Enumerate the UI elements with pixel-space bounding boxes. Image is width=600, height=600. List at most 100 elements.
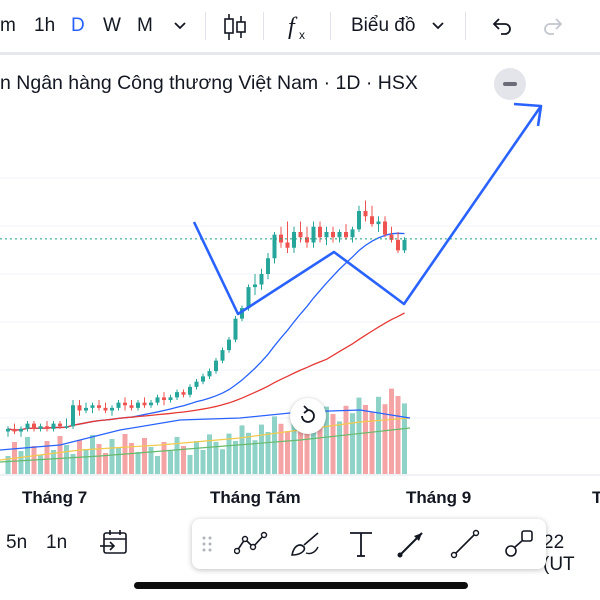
interval-w-button[interactable]: W — [103, 15, 121, 36]
volume-bar — [265, 432, 271, 474]
interval-chevron-down-icon[interactable] — [172, 18, 188, 34]
candle-body — [6, 428, 10, 432]
candle-body — [337, 232, 342, 238]
volume-bar — [83, 449, 89, 474]
go-to-date-icon[interactable] — [98, 528, 130, 558]
candle-body — [25, 423, 30, 429]
interval-1h-button[interactable]: 1h — [34, 15, 56, 36]
undo-icon[interactable] — [490, 14, 514, 38]
volume-bar — [324, 406, 329, 474]
candle-body — [383, 221, 387, 235]
volume-bar — [356, 397, 362, 474]
toolbar-divider — [465, 12, 466, 40]
text-tool-icon[interactable] — [344, 527, 378, 561]
candle-body — [45, 426, 49, 429]
volume-bar — [343, 405, 349, 474]
range-1n-button[interactable]: 1n — [46, 532, 68, 553]
price-chart[interactable] — [0, 100, 600, 480]
top-toolbar: m 1h D W M f x Biểu đồ — [0, 0, 600, 52]
candle-body — [318, 226, 322, 238]
svg-text:f: f — [288, 14, 298, 40]
volume-bar — [25, 437, 30, 474]
candle-body — [227, 339, 231, 351]
volume-bar — [285, 431, 290, 474]
volume-bar — [207, 434, 212, 474]
shapes-tool-icon[interactable] — [502, 527, 536, 561]
volume-bar — [382, 404, 388, 474]
candle-body — [19, 428, 23, 432]
volume-bar — [187, 455, 193, 474]
x-axis-label: Tháng 9 — [406, 488, 472, 507]
reset-chart-button[interactable] — [290, 398, 326, 434]
volume-bar — [330, 414, 336, 474]
volume-bar — [129, 443, 134, 474]
volume-bar — [395, 396, 401, 474]
volume-bar — [246, 432, 251, 474]
pattern-tool-icon[interactable] — [234, 527, 268, 561]
indicators-fx-icon[interactable]: f x — [286, 12, 314, 42]
volume-ma-blue-line — [0, 409, 411, 451]
volume-bar — [304, 430, 310, 474]
volume-bar — [51, 450, 56, 474]
candle-body — [259, 274, 264, 285]
candle-body — [253, 284, 257, 288]
volume-bar — [337, 421, 342, 474]
candle-body — [142, 402, 147, 406]
arrow-tool-icon[interactable] — [394, 527, 428, 561]
volume-bar — [252, 440, 258, 474]
candle-body — [402, 239, 407, 251]
volume-bar — [70, 454, 76, 474]
interval-partial-button[interactable]: m — [0, 15, 16, 36]
volume-bar — [161, 442, 167, 474]
volume-bar — [174, 437, 180, 474]
volume-bar — [135, 452, 141, 474]
candles-icon[interactable] — [222, 12, 248, 42]
candle-body — [370, 216, 374, 225]
candle-body — [285, 242, 290, 248]
ma-fast-line — [7, 232, 405, 431]
drag-handle-icon[interactable] — [200, 527, 214, 561]
candle-body — [240, 308, 244, 319]
volume-bar — [181, 446, 186, 474]
volume-bar — [5, 456, 11, 474]
volume-bar — [278, 423, 284, 474]
trend-line-tool-icon[interactable] — [448, 527, 482, 561]
interval-d-button[interactable]: D — [71, 15, 85, 36]
toolbar-divider — [330, 12, 331, 40]
candle-body — [298, 232, 303, 238]
svg-text:x: x — [299, 28, 305, 42]
timezone-label[interactable]: 22 (UT — [543, 532, 575, 575]
volume-bar — [226, 433, 232, 474]
range-5n-button[interactable]: 5n — [6, 532, 28, 553]
minus-icon — [503, 82, 517, 86]
candle-body — [84, 407, 88, 411]
candle-body — [207, 371, 212, 377]
toolbar-divider — [205, 12, 206, 40]
chart-type-dropdown[interactable]: Biểu đồ — [351, 15, 416, 36]
brush-tool-icon[interactable] — [288, 527, 322, 561]
interval-m-button[interactable]: M — [137, 15, 153, 36]
candle-body — [136, 402, 140, 408]
volume-bar — [239, 425, 245, 474]
chart-type-chevron-down-icon[interactable] — [430, 18, 446, 34]
x-axis-label: Tháng Tám — [210, 488, 301, 507]
volume-bar — [44, 441, 50, 474]
candle-body — [389, 234, 394, 240]
volume-bar — [369, 412, 375, 474]
drawn-arrow-head — [513, 102, 543, 127]
volume-bar — [298, 423, 303, 474]
candle-body — [129, 405, 134, 408]
candle-body — [110, 407, 114, 411]
collapse-legend-button[interactable] — [494, 68, 526, 100]
x-axis-label: Tháng 7 — [22, 488, 88, 507]
volume-bar — [109, 439, 115, 474]
x-axis-label: T — [592, 488, 600, 507]
volume-bar — [38, 455, 43, 474]
volume-bar — [116, 448, 121, 474]
volume-bar — [90, 435, 95, 474]
redo-icon[interactable] — [541, 14, 565, 38]
candle-body — [363, 211, 368, 217]
volume-ma-yellow-line — [0, 417, 411, 461]
candle-body — [64, 426, 69, 428]
drawn-pattern-line — [192, 105, 543, 316]
